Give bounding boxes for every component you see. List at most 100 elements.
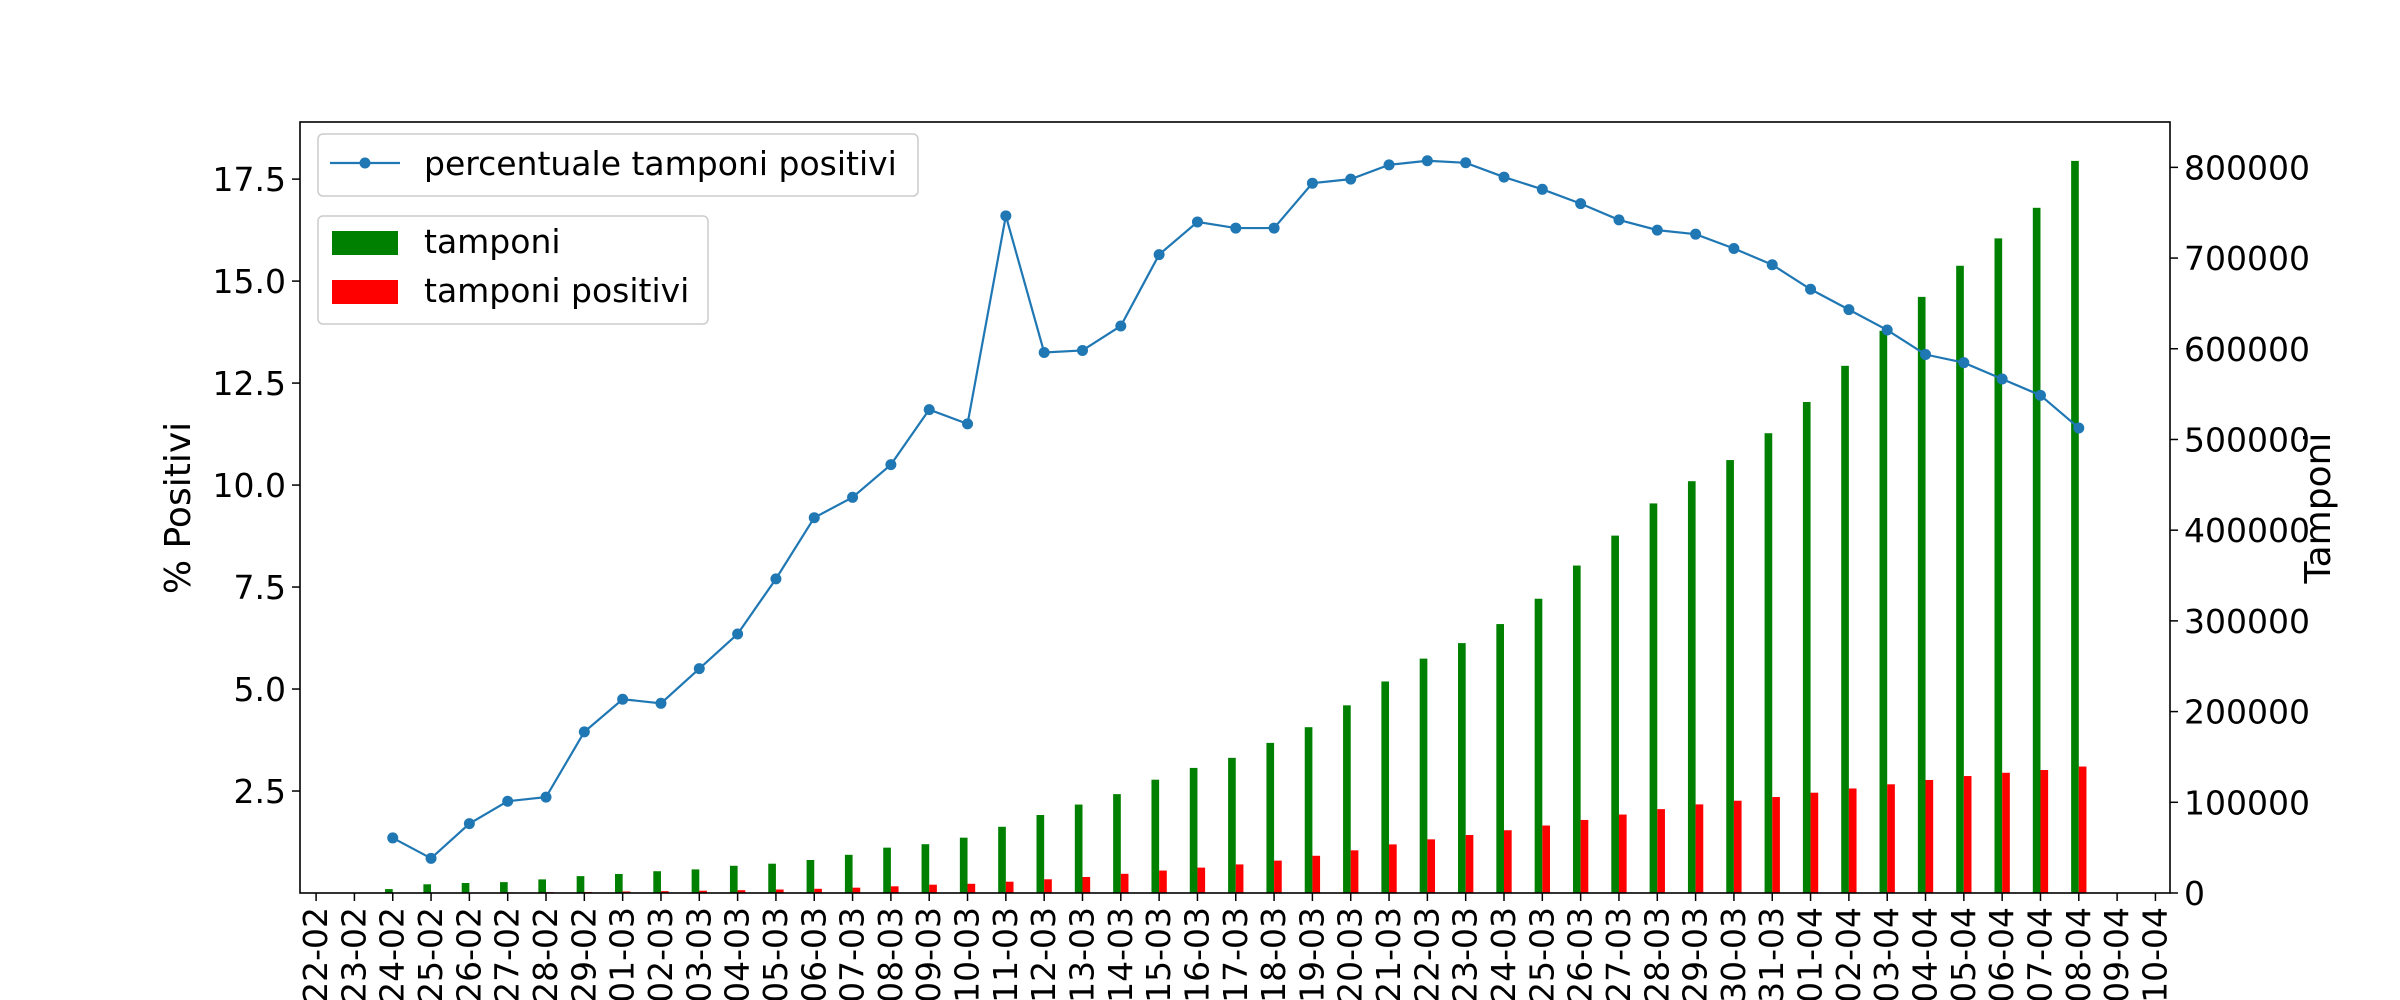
percentuale-point <box>1153 249 1165 261</box>
tamponi-bar <box>1534 598 1543 893</box>
tamponi-bar <box>729 865 738 893</box>
tamponi-positivi-bar <box>1772 797 1780 893</box>
tamponi-positivi-bar <box>775 889 784 893</box>
tamponi-bar <box>1381 681 1390 893</box>
tamponi-positivi-bar <box>2002 772 2010 893</box>
percentuale-point <box>1728 242 1740 254</box>
tamponi-bar <box>500 882 508 893</box>
right-tick-label: 800000 <box>2184 148 2310 187</box>
tamponi-bar <box>1917 296 1926 893</box>
tamponi-positivi-bar <box>1159 870 1167 893</box>
x-tick-label: 05-03 <box>756 907 795 1000</box>
tamponi-bar <box>1228 757 1236 893</box>
percentuale-point <box>962 418 974 430</box>
percentuale-point <box>1881 324 1893 336</box>
tamponi-bar <box>959 837 968 893</box>
tamponi-bar <box>1036 814 1045 893</box>
percentuale-point <box>1575 198 1587 210</box>
tamponi-positivi-bar <box>1274 860 1282 893</box>
percentuale-point <box>923 404 935 416</box>
x-tick-label: 21-03 <box>1369 907 1408 1000</box>
tamponi-positivi-bar <box>1197 867 1206 893</box>
tamponi-bar <box>576 876 585 893</box>
legend-tamponi-positivi-swatch <box>332 280 398 304</box>
percentuale-point <box>502 795 514 807</box>
tamponi-bar <box>1419 658 1428 893</box>
tamponi-bar <box>1649 503 1658 893</box>
percentuale-point <box>655 697 667 709</box>
tamponi-positivi-bar <box>2040 770 2049 893</box>
plot-frame <box>299 121 2171 894</box>
tamponi-bar <box>423 884 432 893</box>
tamponi-positivi-bar <box>660 891 669 893</box>
legend-tamponi-positivi-label: tamponi positivi <box>424 271 689 310</box>
left-tick-label: 15.0 <box>213 262 286 301</box>
tamponi-bar <box>921 844 930 893</box>
tamponi-positivi-bar <box>1810 792 1819 893</box>
x-tick-label: 16-03 <box>1177 907 1216 1000</box>
tamponi-positivi-bar <box>1120 873 1129 893</box>
tamponi-positivi-bar <box>1695 804 1704 893</box>
x-tick-label: 18-03 <box>1254 907 1293 1000</box>
percentuale-point <box>1766 259 1778 271</box>
tamponi-positivi-bar <box>929 884 937 893</box>
tamponi-positivi-bar <box>1465 835 1474 893</box>
tamponi-bar <box>1841 365 1849 894</box>
tamponi-positivi-bar <box>1044 879 1052 893</box>
x-tick-label: 10-03 <box>948 907 987 1000</box>
tamponi-bar <box>1879 330 1888 893</box>
tamponi-bar <box>1687 481 1696 893</box>
percentuale-point <box>770 573 782 585</box>
percentuale-point <box>847 491 859 503</box>
percentuale-point <box>1843 304 1855 316</box>
tamponi-bar <box>806 859 815 893</box>
tamponi-positivi-bar <box>1657 809 1665 893</box>
right-axis-ticks: 0 100000 200000 300000 400000 500000 600000 700… <box>2170 148 2310 913</box>
percentuale-point <box>732 628 744 640</box>
x-tick-label: 07-04 <box>2020 907 2059 1000</box>
percentuale-point <box>885 459 897 471</box>
tamponi-positivi-bar <box>1925 779 1934 893</box>
x-tick-label: 24-03 <box>1484 907 1523 1000</box>
x-tick-label: 01-03 <box>603 907 642 1000</box>
legend-line-label: percentuale tamponi positivi <box>424 144 897 183</box>
tamponi-bar <box>1151 779 1160 893</box>
percentuale-point <box>617 693 629 705</box>
x-tick-label: 26-02 <box>449 907 488 1000</box>
x-tick-label: 10-04 <box>2135 907 2174 1000</box>
tamponi-positivi-bar <box>2078 766 2087 893</box>
tamponi-bar <box>1304 727 1313 893</box>
percentuale-point <box>1345 173 1357 185</box>
x-tick-label: 05-04 <box>1944 907 1983 1000</box>
x-tick-label: 08-04 <box>2059 907 2098 1000</box>
percentuale-point <box>1115 320 1127 332</box>
tamponi-bar <box>1726 460 1734 893</box>
tamponi-bar <box>385 889 393 893</box>
percentuale-point <box>1306 177 1318 189</box>
tamponi-bar <box>1113 794 1121 893</box>
x-tick-label: 02-04 <box>1829 907 1868 1000</box>
tamponi-positivi-bar <box>1005 881 1014 893</box>
left-tick-label: 12.5 <box>213 364 286 403</box>
tamponi-bar <box>2032 207 2041 894</box>
x-tick-label: 23-03 <box>1446 907 1485 1000</box>
x-tick-label: 15-03 <box>1139 907 1178 1000</box>
legend-line-frame <box>317 133 919 197</box>
percentuale-point <box>1805 283 1817 295</box>
x-tick-label: 03-04 <box>1867 907 1906 1000</box>
left-tick-label: 2.5 <box>234 772 286 811</box>
percentuale-point <box>387 832 399 844</box>
tamponi-bar <box>1994 238 2003 894</box>
x-tick-label: 27-02 <box>488 907 527 1000</box>
percentuale-point <box>1038 346 1050 358</box>
x-tick-label: 26-03 <box>1561 907 1600 1000</box>
x-tick-label: 28-03 <box>1637 907 1676 1000</box>
x-tick-label: 02-03 <box>641 907 680 1000</box>
right-axis-label: Tamponi <box>2298 433 2339 585</box>
x-tick-label: 27-03 <box>1599 907 1638 1000</box>
percentuale-point <box>1421 155 1433 167</box>
tamponi-positivi-bar <box>967 883 976 893</box>
tamponi-bar <box>883 847 891 893</box>
percentuale-point <box>578 726 590 738</box>
percentuale-point <box>2034 389 2046 401</box>
